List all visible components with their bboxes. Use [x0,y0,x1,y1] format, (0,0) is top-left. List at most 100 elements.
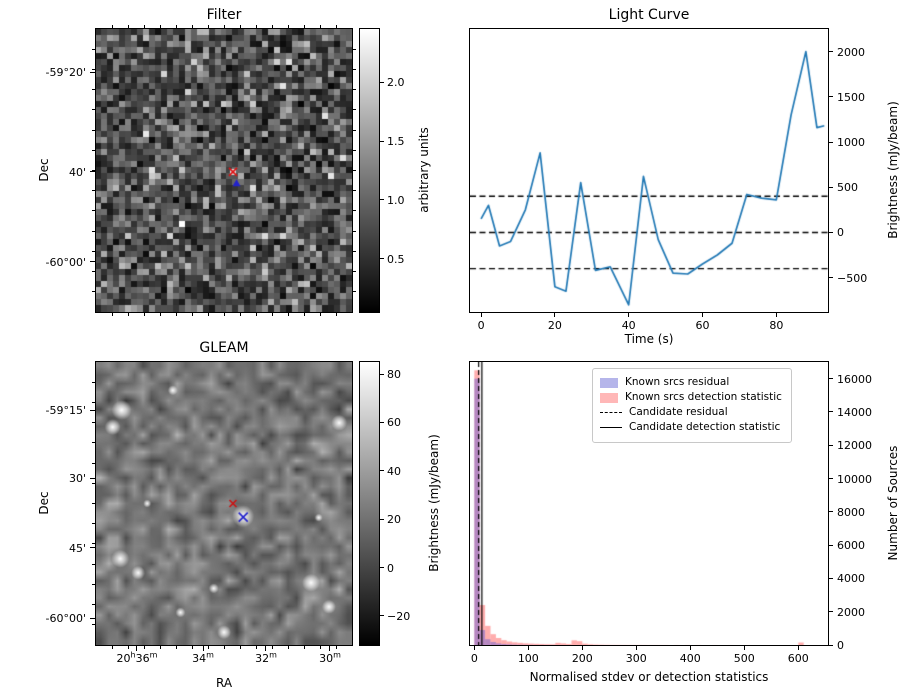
filter-ytick-minor [92,68,95,70]
legend-item: Candidate residual [600,406,782,419]
filter-ytick-minor [92,149,95,151]
filter-xtick-minor [175,25,177,28]
gleam-xtick-minor [255,646,257,649]
light-curve-ytick [829,186,833,188]
histogram-xtick [473,646,475,650]
filter-ytick-minor [92,271,95,273]
light-curve-xtick-label: 80 [769,319,784,332]
filter-xtick-minor [223,313,225,316]
gleam-colorbar-tick-label: −20 [387,609,411,623]
filter-xtick-minor [239,313,241,316]
filter-xtick-minor [303,313,305,316]
filter-xtick-minor [287,25,289,28]
histogram-ytick-label: 12000 [837,439,872,453]
gleam-ytick [90,477,95,479]
legend-item: Candidate detection statistic [600,421,782,434]
legend-item: Known srcs residual [600,376,782,389]
gleam-colorbar-tick [380,615,384,617]
gleam-colorbar-tick-label: 0 [387,561,394,575]
filter-ytick-minor [92,89,95,91]
filter-ytick-minor [92,170,95,171]
legend-dashed-line-swatch [600,412,622,414]
gleam-xtick [202,646,204,651]
histogram-ytick [829,644,833,646]
light-curve-ytick-label: 2000 [837,45,865,59]
filter-ytick-label: -59°20' [45,66,87,80]
light-curve-xtick-label: 40 [621,319,636,332]
filter-ytick-minor [353,149,356,151]
gleam-ytick-minor [92,503,95,504]
gleam-ytick [90,409,95,411]
light-curve-xtick [480,313,482,317]
gleam-xtick-minor [143,646,145,649]
filter-ytick-minor [353,170,356,171]
filter-ytick-minor [353,291,356,293]
filter-xtick-minor [319,313,321,316]
gleam-image [96,362,352,645]
light-curve-xtick [702,313,703,317]
filter-ytick-minor [353,210,356,212]
filter-xtick-minor [335,25,337,28]
histogram-ytick-label: 14000 [837,405,872,419]
filter-ytick-minor [353,129,356,131]
gleam-xlabel: RA [215,676,233,690]
gleam-ytick-minor [92,401,95,403]
filter-colorbar-tick-label: 2.0 [387,76,405,90]
filter-colorbar-tick-label: 1.0 [387,193,405,207]
gleam-xtick-minor [127,646,129,649]
gleam-ytick-minor [92,442,95,444]
light-curve-ytick-label: 1500 [837,90,865,104]
light-curve-xlabel: Time (s) [624,332,674,346]
histogram-ytick [829,411,833,413]
filter-xtick-minor [335,313,337,316]
filter-xtick-minor [319,25,321,28]
histogram-xtick [527,646,529,650]
gleam-ytick-minor [92,462,95,464]
light-curve-title: Light Curve [608,7,690,23]
filter-xtick-minor [159,25,161,28]
gleam-ytick [90,547,95,549]
legend-patch-swatch [600,392,618,403]
gleam-colorbar-tick [380,518,384,520]
filter-ytick-label: 40' [68,165,86,179]
filter-xtick-minor [271,25,273,28]
filter-ytick-label: -60°00' [45,255,87,269]
gleam-xtick-minor [207,646,209,649]
gleam-xtick-minor [271,646,273,649]
histogram-xtick-label: 600 [787,652,809,665]
legend-label: Known srcs detection statistic [625,391,782,404]
gleam-ytick-label: -59°15' [45,404,87,418]
histogram-ytick [829,577,833,579]
gleam-ytick-minor [92,624,95,626]
filter-ytick-minor [92,129,95,131]
light-curve-xtick-label: 20 [547,319,562,332]
filter-ytick-minor [92,48,95,50]
gleam-xtick-minor [239,646,241,649]
legend: Known srcs residual Known srcs detection … [592,368,792,443]
light-curve-ytick-label: 1000 [837,136,865,150]
histogram-ytick-label: 2000 [837,605,865,619]
histogram-ytick-label: 8000 [837,505,865,519]
gleam-ytick-minor [92,523,95,525]
gleam-xtick-label: 32m [255,650,277,665]
filter-ytick [90,71,95,73]
filter-panel [95,28,353,313]
filter-xtick-minor [223,25,225,28]
light-curve-ylabel: Brightness (mJy/beam) [886,101,900,239]
gleam-xtick-label: 30m [319,650,341,665]
filter-ytick-minor [353,230,356,232]
gleam-colorbar-tick-label: 20 [387,513,401,527]
gleam-ytick-minor [92,482,95,484]
histogram-xtick [689,646,691,650]
gleam-ytick-minor [92,422,95,424]
filter-ytick-minor [92,250,95,252]
gleam-xtick-label: 20h36m [116,650,158,665]
gleam-ytick-label: 45' [68,541,86,555]
gleam-ytick-minor [92,543,95,545]
gleam-xtick-minor [287,646,289,649]
filter-ytick-minor [353,48,356,50]
histogram-xtick-label: 200 [571,652,593,665]
gleam-colorbar-tick-label: 80 [387,368,401,382]
gleam-ytick-label: -60°00' [45,612,87,626]
